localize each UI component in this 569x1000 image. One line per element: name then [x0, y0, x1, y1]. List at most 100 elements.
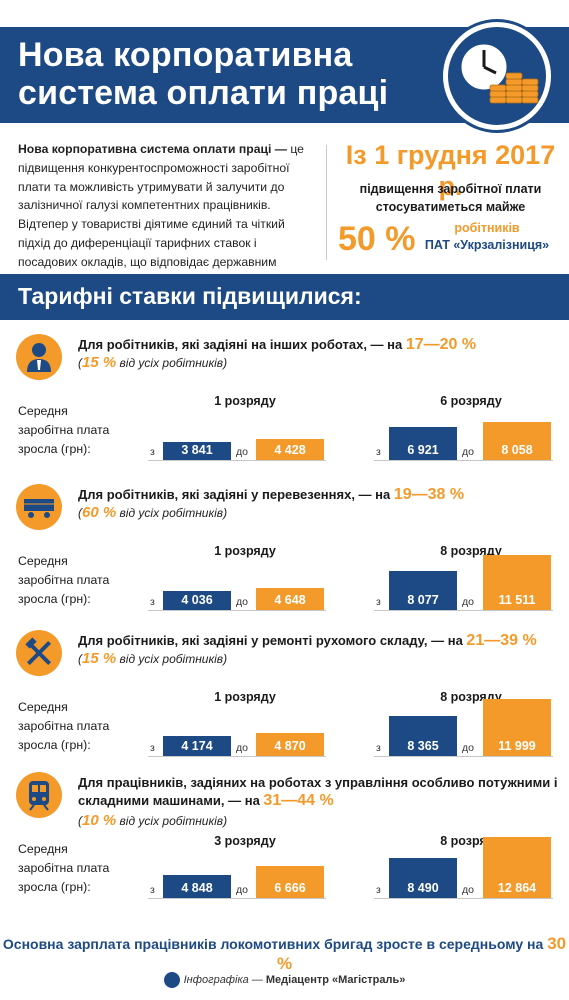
from-word: з — [376, 446, 381, 458]
axis-label-line: Середня — [18, 404, 68, 418]
bar-old-salary: 8 490 — [389, 857, 457, 898]
credit-name: Медіацентр «Магістраль» — [265, 973, 406, 986]
axis-label-line: заробітна плата — [18, 573, 110, 587]
group-title-text: Для робітників, які задіяні у ремонті ру… — [78, 633, 467, 648]
bar-baseline — [374, 460, 553, 461]
intro-body: це підвищення конкурентоспроможності зар… — [18, 142, 304, 288]
bar-new-salary: 4 428 — [256, 438, 324, 460]
axis-label-line: зросла (грн): — [18, 880, 91, 894]
title-line-1: Нова корпоративна — [18, 36, 353, 74]
intro-lead: Нова корпоративна система оплати праці — — [18, 142, 287, 156]
bar-baseline — [374, 610, 553, 611]
bar-new-salary: 12 864 — [483, 836, 551, 898]
salary-axis-label: Середня заробітна плата зросла (грн): — [18, 402, 138, 459]
to-word: до — [462, 742, 474, 754]
page-title: Нова корпоративна система оплати праці — [18, 36, 438, 112]
from-word: з — [150, 446, 155, 458]
credit: Інфографіка — Медіацентр «Магістраль» — [0, 972, 569, 988]
date-subtext: підвищення заробітної плати стосуватимет… — [338, 180, 563, 216]
axis-label-line: Середня — [18, 842, 68, 856]
bar-baseline — [148, 610, 326, 611]
group-title: Для робітників, які задіяні у перевезенн… — [78, 486, 558, 504]
group-title: Для робітників, які задіяні на інших роб… — [78, 336, 558, 354]
section-band — [0, 274, 569, 320]
group-share-open: ( — [78, 652, 82, 666]
worker-icon — [16, 334, 62, 380]
from-word: з — [150, 742, 155, 754]
chart-group: Для робітників, які задіяні на інших роб… — [0, 332, 569, 472]
group-share-text: від усіх робітників) — [116, 506, 228, 520]
from-word: з — [376, 596, 381, 608]
to-word: до — [236, 446, 248, 458]
chart-group: Для робітників, які задіяні у перевезенн… — [0, 482, 569, 622]
header: Нова корпоративна система оплати праці — [0, 0, 569, 135]
bar-old-salary: 4 036 — [163, 590, 231, 610]
share-label: робітників ПАТ «Укрзалізниця» — [412, 220, 562, 254]
group-share: (15 % від усіх робітників) — [78, 354, 227, 371]
bar-old-salary: 4 848 — [163, 874, 231, 898]
group-share-open: ( — [78, 506, 82, 520]
salary-axis-label: Середня заробітна плата зросла (грн): — [18, 840, 138, 897]
bar-new-salary: 8 058 — [483, 421, 551, 460]
freight-wagon-icon — [16, 484, 62, 530]
bar-baseline — [148, 756, 326, 757]
group-share-open: ( — [78, 814, 82, 828]
divider — [326, 145, 327, 260]
group-share-percent: 15 % — [82, 354, 117, 371]
share-label-workers: робітників — [454, 221, 520, 235]
bar-new-salary: 6 666 — [256, 866, 324, 898]
bar-new-salary: 11 511 — [483, 555, 551, 610]
train-icon — [16, 772, 62, 818]
axis-label-line: заробітна плата — [18, 861, 110, 875]
tools-icon — [16, 630, 62, 676]
group-share-percent: 15 % — [82, 650, 117, 667]
rank-label: 6 розряду — [440, 394, 502, 408]
to-word: до — [462, 446, 474, 458]
footer-note-percent: 30 % — [276, 934, 567, 973]
to-word: до — [236, 742, 248, 754]
bar-old-salary: 6 921 — [389, 426, 457, 460]
bar-baseline — [374, 898, 553, 899]
date-heading: Із 1 грудня 2017 р. — [345, 140, 556, 201]
to-word: до — [236, 884, 248, 896]
from-word: з — [150, 884, 155, 896]
date-sub-line-2: стосуватиметься майже — [375, 200, 526, 214]
rank-label: 1 розряду — [214, 690, 276, 704]
footer-note-text: Основна зарплата працівників локомотивни… — [2, 936, 548, 952]
bar-new-salary: 4 870 — [256, 732, 324, 756]
group-share: (10 % від усіх робітників) — [78, 812, 227, 829]
magistral-logo-icon — [163, 972, 180, 988]
group-raise-range: 31—44 % — [263, 792, 334, 809]
axis-label-line: заробітна плата — [18, 423, 110, 437]
bar-new-salary: 11 999 — [483, 698, 551, 756]
group-share: (60 % від усіх робітників) — [78, 504, 227, 521]
from-word: з — [376, 884, 381, 896]
group-title-text: Для працівників, задіяних на роботах з у… — [78, 775, 558, 808]
group-raise-range: 19—38 % — [393, 486, 465, 503]
group-title-text: Для робітників, які задіяні на інших роб… — [78, 337, 406, 352]
credit-prefix: Інфографіка — — [183, 973, 266, 986]
bar-old-salary: 3 841 — [163, 441, 231, 460]
group-share-percent: 60 % — [82, 504, 117, 521]
salary-axis-label: Середня заробітна плата зросла (грн): — [18, 552, 138, 609]
intro-text: Нова корпоративна система оплати праці —… — [18, 140, 318, 290]
chart-group: Для робітників, які задіяні у ремонті ру… — [0, 628, 569, 768]
rank-label: 1 розряду — [214, 544, 276, 558]
axis-label-line: заробітна плата — [18, 719, 110, 733]
bar-old-salary: 8 077 — [389, 571, 457, 610]
axis-label-line: зросла (грн): — [18, 592, 91, 606]
rank-label: 1 розряду — [214, 394, 276, 408]
title-line-2: система оплати праці — [18, 74, 389, 112]
bar-baseline — [148, 460, 326, 461]
to-word: до — [236, 596, 248, 608]
axis-label-line: зросла (грн): — [18, 442, 91, 456]
share-percent: 50 % — [338, 220, 416, 258]
to-word: до — [462, 884, 474, 896]
group-share: (15 % від усіх робітників) — [78, 650, 227, 667]
group-share-percent: 10 % — [82, 812, 117, 829]
rank-label: 8 розряду — [440, 544, 502, 558]
group-share-text: від усіх робітників) — [116, 814, 228, 828]
group-share-text: від усіх робітників) — [116, 652, 228, 666]
clock-coins-icon — [443, 22, 551, 130]
share-label-company: ПАТ «Укрзалізниця» — [424, 238, 550, 252]
